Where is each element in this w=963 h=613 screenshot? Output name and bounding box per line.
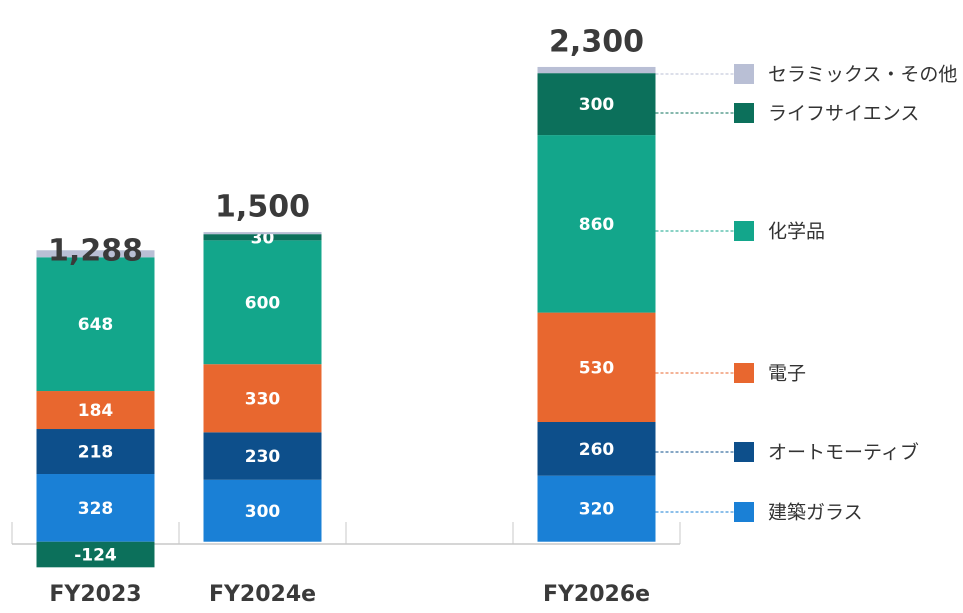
bar-segment — [537, 421, 656, 476]
legend-label: 電子 — [768, 363, 806, 385]
bar-segment — [537, 73, 656, 136]
total-label: 1,500 — [215, 190, 310, 225]
bar-segment — [203, 234, 322, 241]
legend-swatch — [734, 221, 754, 241]
data-label: 330 — [245, 389, 281, 409]
legend-swatch — [734, 103, 754, 123]
data-label: 218 — [78, 443, 114, 463]
bar-segment — [203, 240, 322, 365]
total-label: 1,288 — [48, 233, 143, 268]
legend-label: ライフサイエンス — [768, 103, 919, 125]
bar-segment — [36, 541, 155, 568]
bar-segment — [537, 312, 656, 422]
total-label: 2,300 — [549, 24, 644, 59]
bar-segment — [36, 429, 155, 475]
legend-swatch — [734, 363, 754, 383]
data-label: 230 — [245, 447, 281, 467]
bar-segment — [36, 391, 155, 430]
legend-swatch — [734, 502, 754, 522]
data-label: 328 — [78, 499, 114, 519]
data-label: 530 — [579, 358, 615, 378]
bar-segment — [203, 364, 322, 433]
bar-segment — [36, 250, 155, 258]
x-tick-label: FY2026e — [543, 582, 650, 607]
bar-segment — [203, 232, 322, 235]
bar-segment — [203, 479, 322, 542]
data-label: 320 — [579, 500, 615, 520]
bar-segment — [36, 474, 155, 542]
data-label: 600 — [245, 293, 281, 313]
bar-segment — [537, 475, 656, 542]
legend-swatch — [734, 64, 754, 84]
data-label: 860 — [579, 215, 615, 235]
data-label: -124 — [74, 546, 117, 566]
data-label: 260 — [579, 440, 615, 460]
legend-label: 建築ガラス — [768, 502, 863, 524]
data-label: 300 — [579, 95, 615, 115]
x-tick-label: FY2024e — [209, 582, 316, 607]
data-label: 300 — [245, 502, 281, 522]
x-tick-label: FY2023 — [49, 582, 141, 607]
bar-segment — [537, 135, 656, 313]
bar-segment — [36, 257, 155, 392]
data-label: 30 — [251, 228, 275, 248]
legend-label: セラミックス・その他 — [768, 64, 957, 86]
legend-label: オートモーティブ — [768, 441, 919, 464]
data-label: 184 — [78, 401, 114, 421]
data-label: 648 — [78, 315, 114, 335]
bar-segment — [203, 432, 322, 480]
legend-swatch — [734, 442, 754, 462]
legend-label: 化学品 — [768, 221, 825, 243]
bar-segment — [537, 66, 656, 74]
